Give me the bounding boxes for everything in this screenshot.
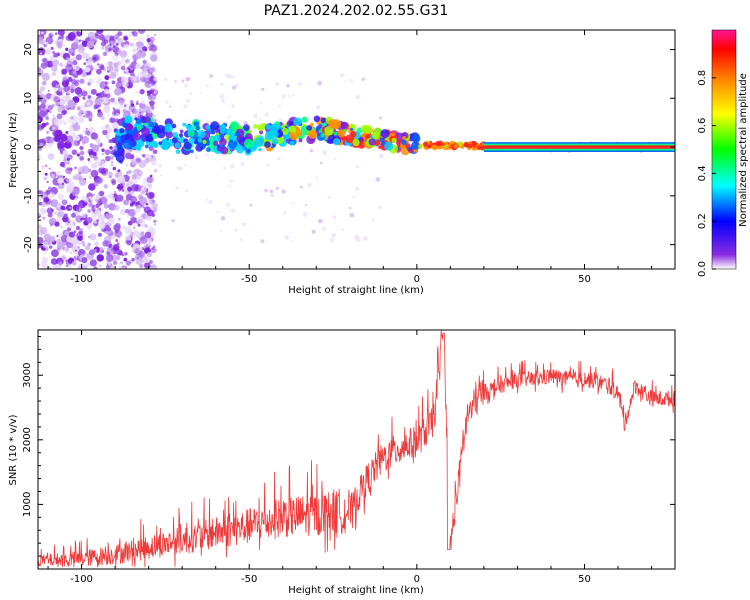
colorbar-tick-label: 0.4 (697, 165, 708, 181)
x-tick-label: -50 (241, 574, 257, 585)
colorbar: 0.0 0.2 0.4 0.6 0.8 Normalized spectral ampl… (697, 29, 749, 277)
spectrogram-x-ticks: -100 -50 0 50 (47, 30, 653, 285)
x-tick-label: 50 (578, 574, 591, 585)
x-tick-label: -100 (70, 274, 93, 285)
spectrogram-plot-frame (37, 29, 676, 270)
y-tick-label: 3000 (22, 362, 33, 387)
x-tick-label: 50 (578, 274, 591, 285)
colorbar-tick-label: 0.8 (697, 70, 708, 86)
snr-x-axis-label: Height of straight line (km) (288, 585, 424, 596)
snr-y-ticks: 1000 2000 3000 (22, 335, 675, 557)
figure-title: PAZ1.2024.202.02.55.G31 (264, 3, 449, 19)
colorbar-tick-label: 0.2 (697, 213, 708, 229)
y-tick-label: 20 (23, 43, 34, 56)
colorbar-ticks: 0.0 0.2 0.4 0.6 0.8 (697, 70, 716, 277)
y-tick-label: -10 (23, 188, 34, 204)
colorbar-tick-label: 0.0 (697, 261, 708, 277)
spectrogram-y-axis-label: Frequency (Hz) (8, 112, 19, 188)
snr-series-line (38, 330, 675, 568)
snr-x-ticks: -100 -50 0 50 (47, 330, 653, 585)
spectrogram-image (38, 30, 675, 269)
x-tick-label: -100 (70, 574, 93, 585)
y-tick-label: 2000 (22, 427, 33, 452)
colorbar-tick-label: 0.6 (697, 118, 708, 134)
y-tick-label: -20 (23, 236, 34, 252)
y-tick-label: 10 (23, 92, 34, 105)
y-tick-label: 0 (23, 144, 34, 150)
spectrogram-x-axis-label: Height of straight line (km) (288, 285, 424, 296)
snr-y-axis-label: SNR (10 * v/v) (8, 414, 19, 485)
colorbar-gradient (711, 29, 737, 270)
spectrogram-y-ticks: -20 -10 0 10 20 (23, 43, 675, 270)
x-tick-label: -50 (241, 274, 257, 285)
y-tick-label: 1000 (22, 492, 33, 517)
snr-panel: -100 -50 0 50 1000 2000 3000 Height of straig… (8, 329, 676, 596)
snr-plot-frame (37, 329, 676, 570)
x-tick-label: 0 (414, 274, 420, 285)
x-tick-label: 0 (414, 574, 420, 585)
colorbar-label: Normalized spectral amplitude (738, 73, 749, 227)
